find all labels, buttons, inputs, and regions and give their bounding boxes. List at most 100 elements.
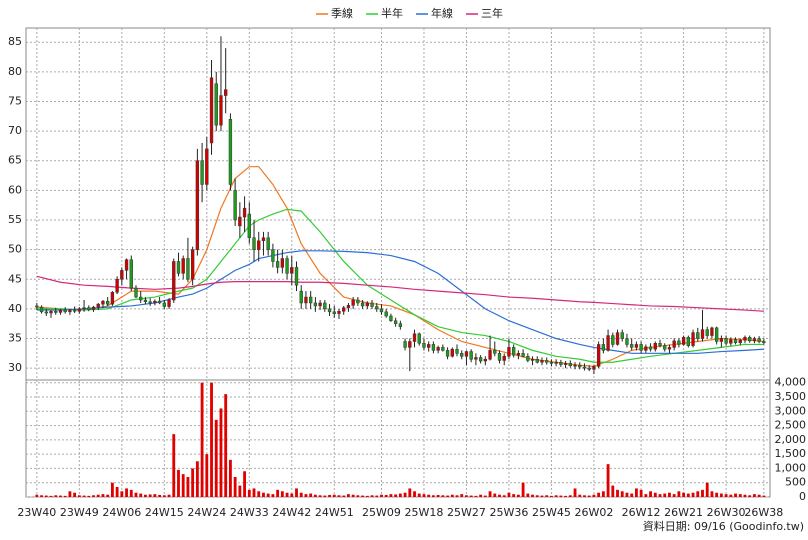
volume-bar [276,489,280,497]
volume-bar [455,495,459,497]
volume-bar [285,492,289,497]
x-tick-label: 26W30 [707,506,746,519]
candle-body [304,296,308,304]
volume-bar [625,492,629,497]
candle-body [445,350,450,357]
volume-bar [460,494,464,497]
candle-body [323,302,327,310]
candle-body [162,302,166,307]
volume-bar [413,491,416,497]
volume-bar [186,477,190,497]
candle-body [478,357,483,362]
candle-body [526,356,530,361]
volume-bar [243,471,246,497]
candle-body [483,359,488,362]
candle-body [346,305,351,308]
volume-bar [44,495,48,497]
volume-bar [337,495,341,497]
volume-bar [658,494,662,497]
candle-body [578,364,582,368]
candle-body [681,337,686,345]
candle-body [384,311,388,317]
candle-body [615,332,620,345]
candle-body [379,308,384,313]
candle-body [559,361,563,365]
candle-body [696,332,700,339]
candle-body [351,299,355,306]
volume-bar [502,495,506,497]
candle-body [68,309,72,313]
candle-body [120,270,124,280]
candle-body [639,344,643,351]
volume-bar [290,493,294,497]
volume-bar [507,492,511,497]
y-tick-label: 60 [8,183,22,196]
x-tick-label: 24W51 [315,506,354,519]
candle-body [82,307,86,310]
volume-bar [389,494,393,497]
volume-bar [474,495,478,497]
volume-bar [606,464,610,497]
volume-bar [724,494,728,497]
candle-body [337,311,341,314]
x-tick-label: 25W45 [532,506,571,519]
candle-body [488,350,492,360]
candle-body [209,77,214,144]
volume-bar [564,495,568,497]
volume-bar [309,493,313,497]
candle-body [252,237,256,250]
y2-tick-label: 4,000 [775,376,807,389]
volume-bar [210,382,213,497]
volume-bar [587,495,591,497]
x-tick-label: 24W15 [145,506,184,519]
volume-bar [233,477,237,497]
candle-body [568,363,572,367]
volume-bar [177,469,180,497]
volume-bar [351,494,355,497]
candle-body [398,323,403,327]
volume-bar [347,494,350,497]
x-tick-label: 24W33 [230,506,269,519]
candle-body [96,303,100,308]
volume-bar [96,494,100,497]
volume-bar [323,495,327,497]
candle-body [318,302,322,307]
candle-body [596,344,601,367]
volume-bar [738,494,742,497]
volume-bar [82,495,86,497]
candle-body [370,302,374,307]
candle-body [535,359,539,363]
y-tick-label: 85 [8,35,22,48]
y-tick-label: 70 [8,124,22,137]
volume-bar [162,495,166,497]
volume-bar [332,494,336,497]
volume-bar [748,495,752,497]
candle-body [77,308,82,312]
candle-body [752,338,757,342]
candle-body [233,190,237,221]
candle-body [242,207,247,218]
candle-body [511,347,516,356]
volume-bar [35,494,39,497]
volume-bar [87,495,91,497]
y2-tick-label: 0 [799,490,806,503]
y2-tick-label: 1,000 [775,461,807,474]
candle-body [658,343,662,346]
candle-body [714,327,719,342]
volume-bar [639,489,643,497]
volume-bar [125,488,128,497]
volume-bar [422,494,426,497]
volume-bar [436,495,440,497]
volume-bar [398,493,402,497]
volume-bar [653,492,657,497]
volume-bar [54,495,58,497]
volume-bar [228,459,232,497]
volume-bar [701,489,704,497]
candle-body [469,351,473,360]
candle-body [129,259,133,289]
candle-body [474,357,478,360]
plot-frame [25,27,771,498]
candle-body [417,333,421,344]
x-tick-label: 24W06 [102,506,141,519]
volume-bar [328,495,331,497]
